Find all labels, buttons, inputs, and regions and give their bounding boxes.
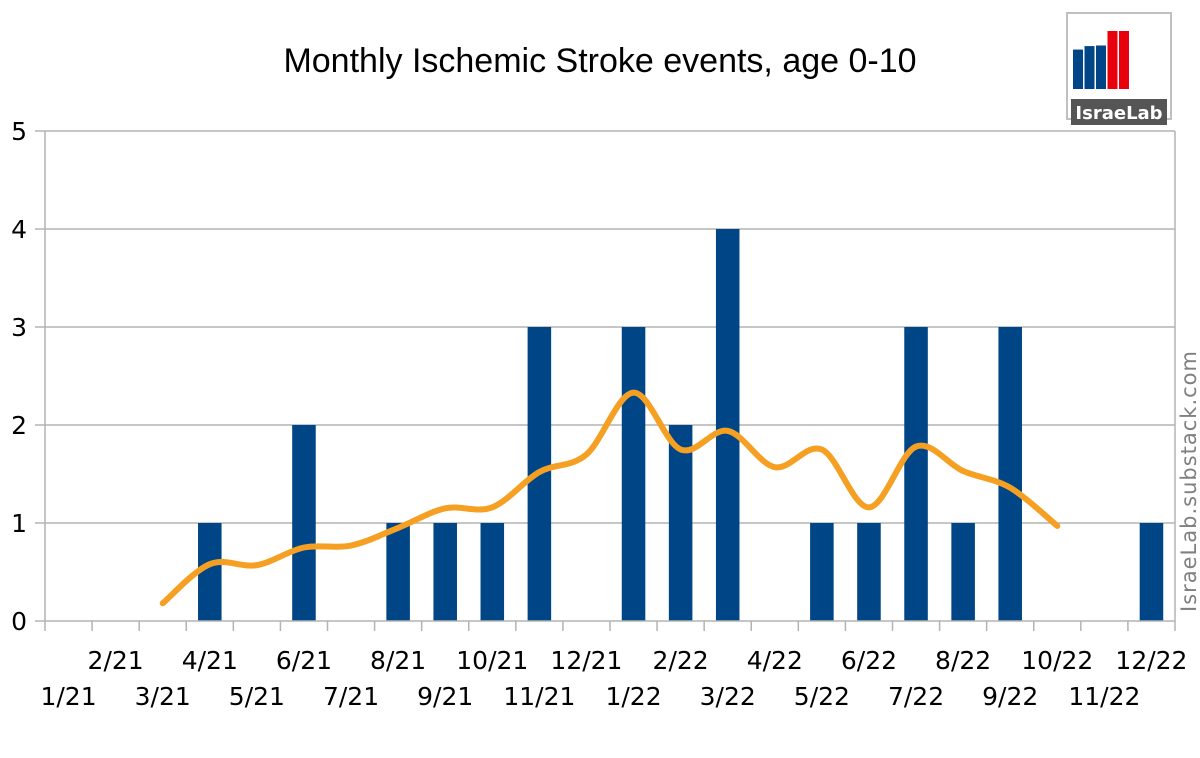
bar-6/22 — [857, 523, 881, 621]
y-axis-ticks: 0 1 2 3 4 5 — [11, 117, 27, 636]
y-tick-label: 0 — [11, 607, 27, 636]
x-tick-label-1/22: 1/22 — [605, 682, 661, 711]
bar-12/22 — [1139, 523, 1164, 621]
logo-bars — [1073, 31, 1129, 89]
logo-bar — [1073, 49, 1083, 89]
x-tick-label-6/21: 6/21 — [276, 646, 332, 675]
x-tick-label-6/22: 6/22 — [841, 646, 897, 675]
logo-text: IsraeLab — [1075, 103, 1162, 124]
bar-4/21 — [198, 523, 222, 621]
y-tick-label: 1 — [11, 509, 27, 538]
x-tick-label-4/22: 4/22 — [747, 646, 803, 675]
logo-bar — [1096, 45, 1106, 89]
bar-5/22 — [810, 523, 834, 621]
gridlines — [45, 130, 1175, 524]
x-tick-label-3/21: 3/21 — [135, 682, 191, 711]
x-axis-ticks: 1/21 2/21 3/21 4/21 5/21 6/21 7/21 8/21 9/21 10/2… — [40, 646, 1187, 711]
x-tick-label-7/22: 7/22 — [888, 682, 944, 711]
watermark-text: IsraeLab.substack.com — [1177, 350, 1200, 612]
y-tick-label: 4 — [11, 215, 27, 244]
bar-series — [198, 229, 1164, 621]
israelab-logo: IsraeLab — [1066, 12, 1172, 125]
trend-line — [159, 389, 1061, 607]
x-tick-label-10/21: 10/21 — [456, 646, 528, 675]
logo-bar — [1119, 31, 1129, 89]
y-tick-label: 2 — [11, 411, 27, 440]
bar-6/21 — [292, 425, 316, 621]
x-tick-label-12/21: 12/21 — [550, 646, 622, 675]
bar-8/22 — [951, 523, 975, 621]
logo-bar — [1107, 31, 1118, 89]
x-tick-label-1/21: 1/21 — [40, 682, 96, 711]
x-tick-label-7/21: 7/21 — [323, 682, 379, 711]
x-tick-label-2/21: 2/21 — [88, 646, 144, 675]
x-tick-label-11/22: 11/22 — [1068, 682, 1140, 711]
x-tick-label-4/21: 4/21 — [182, 646, 238, 675]
bar-7/22 — [904, 327, 928, 621]
y-tick-label: 5 — [11, 117, 27, 146]
bar-8/21 — [386, 523, 410, 621]
bar-3/22 — [715, 229, 740, 621]
x-tick-label-5/22: 5/22 — [794, 682, 850, 711]
bar-10/21 — [480, 523, 505, 621]
y-tick-label: 3 — [11, 313, 27, 342]
x-tick-label-5/21: 5/21 — [229, 682, 285, 711]
chart-title: Monthly Ischemic Stroke events, age 0-10 — [283, 42, 917, 80]
x-tick-label-8/22: 8/22 — [935, 646, 991, 675]
bar-9/22 — [998, 327, 1022, 621]
bar-1/22 — [621, 327, 646, 621]
x-tick-label-9/21: 9/21 — [417, 682, 473, 711]
logo-bar — [1084, 46, 1095, 89]
x-tick-label-8/21: 8/21 — [370, 646, 426, 675]
axes — [35, 130, 1176, 631]
x-tick-label-11/21: 11/21 — [503, 682, 575, 711]
bar-2/22 — [668, 425, 693, 621]
x-tick-label-3/22: 3/22 — [700, 682, 756, 711]
bar-9/21 — [433, 523, 457, 621]
trend-line-series — [159, 389, 1061, 607]
x-tick-label-12/22: 12/22 — [1115, 646, 1187, 675]
x-tick-label-2/22: 2/22 — [653, 646, 709, 675]
x-tick-label-9/22: 9/22 — [982, 682, 1038, 711]
x-tick-label-10/22: 10/22 — [1021, 646, 1093, 675]
